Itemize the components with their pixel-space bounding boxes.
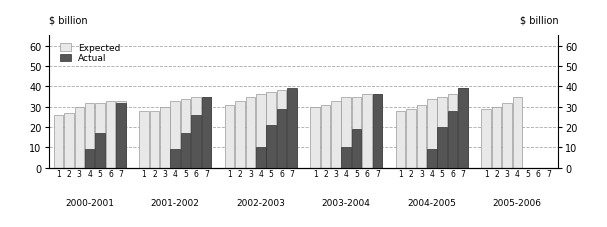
- Bar: [512, 97, 522, 168]
- Bar: [191, 97, 201, 168]
- Bar: [181, 99, 191, 168]
- Bar: [277, 109, 287, 168]
- Bar: [266, 126, 276, 168]
- Text: 2005-2006: 2005-2006: [493, 198, 542, 207]
- Text: $ billion: $ billion: [49, 16, 87, 26]
- Bar: [492, 107, 501, 168]
- Bar: [266, 93, 276, 168]
- Bar: [287, 89, 297, 168]
- Bar: [95, 133, 105, 168]
- Bar: [235, 101, 245, 168]
- Bar: [116, 103, 126, 168]
- Bar: [342, 97, 351, 168]
- Bar: [171, 101, 180, 168]
- Bar: [181, 133, 191, 168]
- Bar: [427, 99, 436, 168]
- Bar: [171, 150, 180, 168]
- Bar: [64, 113, 73, 168]
- Bar: [481, 109, 491, 168]
- Bar: [438, 97, 447, 168]
- Text: 2001-2002: 2001-2002: [151, 198, 200, 207]
- Bar: [246, 97, 255, 168]
- Bar: [256, 95, 265, 168]
- Bar: [352, 129, 361, 168]
- Bar: [320, 105, 330, 168]
- Bar: [225, 105, 234, 168]
- Bar: [427, 150, 436, 168]
- Text: $ billion: $ billion: [520, 16, 558, 26]
- Bar: [448, 111, 457, 168]
- Bar: [160, 107, 169, 168]
- Bar: [150, 111, 159, 168]
- Bar: [54, 115, 63, 168]
- Text: 2003-2004: 2003-2004: [322, 198, 371, 207]
- Bar: [75, 107, 84, 168]
- Bar: [396, 111, 405, 168]
- Bar: [191, 115, 201, 168]
- Bar: [116, 101, 126, 168]
- Bar: [438, 128, 447, 168]
- Text: 2000-2001: 2000-2001: [65, 198, 114, 207]
- Bar: [362, 95, 372, 168]
- Bar: [416, 105, 426, 168]
- Bar: [448, 95, 457, 168]
- Bar: [139, 111, 149, 168]
- Bar: [106, 101, 115, 168]
- Bar: [458, 89, 468, 168]
- Bar: [256, 148, 265, 168]
- Bar: [373, 95, 382, 168]
- Bar: [287, 91, 297, 168]
- Bar: [342, 148, 351, 168]
- Text: 2004-2005: 2004-2005: [407, 198, 456, 207]
- Bar: [202, 97, 211, 168]
- Bar: [85, 103, 95, 168]
- Bar: [373, 95, 382, 168]
- Bar: [310, 107, 320, 168]
- Bar: [277, 91, 287, 168]
- Text: 2002-2003: 2002-2003: [236, 198, 285, 207]
- Bar: [95, 103, 105, 168]
- Bar: [331, 101, 341, 168]
- Legend: Expected, Actual: Expected, Actual: [58, 42, 122, 65]
- Bar: [458, 89, 468, 168]
- Bar: [502, 103, 512, 168]
- Bar: [202, 97, 211, 168]
- Bar: [406, 109, 416, 168]
- Bar: [352, 97, 361, 168]
- Bar: [85, 150, 95, 168]
